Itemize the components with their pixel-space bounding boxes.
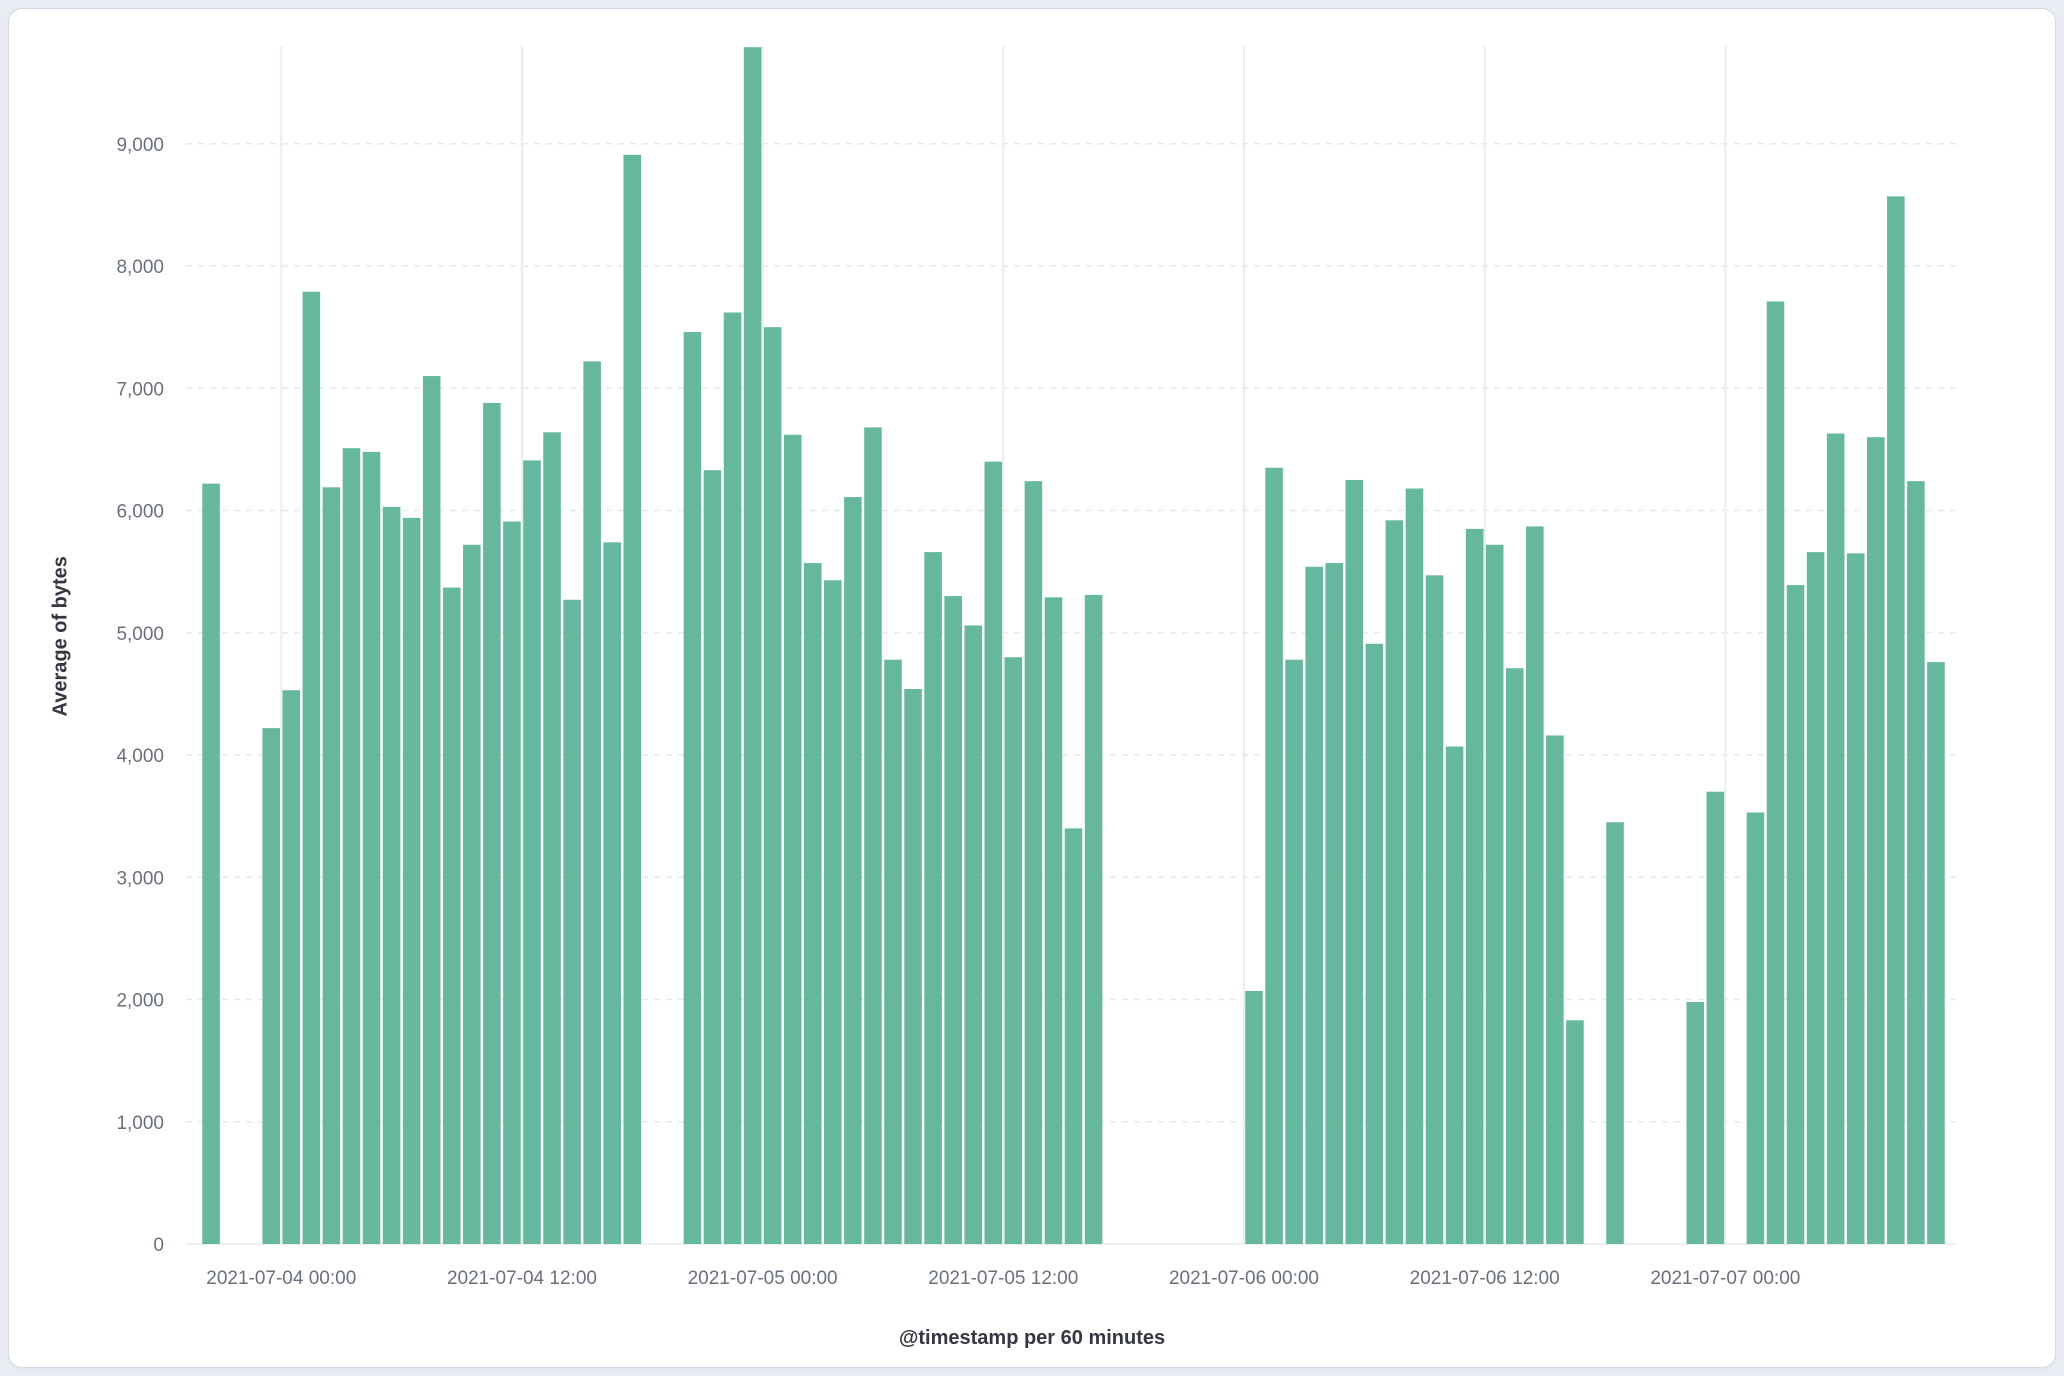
y-tick-label: 9,000 [116, 135, 164, 156]
x-tick-label: 2021-07-04 12:00 [447, 1268, 597, 1289]
bar-chart-plot: 0 1,000 2,000 3,000 4,000 5,000 6,000 7,000 8,00… [116, 46, 1956, 1289]
bar[interactable] [202, 483, 220, 1245]
bar[interactable] [1084, 594, 1103, 1244]
bar[interactable] [723, 312, 742, 1244]
bar[interactable] [743, 47, 762, 1245]
bar[interactable] [1566, 1020, 1584, 1244]
bar[interactable] [1806, 552, 1825, 1244]
bar[interactable] [322, 487, 341, 1244]
bar[interactable] [483, 402, 501, 1245]
bar[interactable] [1345, 479, 1364, 1245]
y-tick-label: 4,000 [116, 746, 164, 767]
bar[interactable] [1505, 668, 1524, 1244]
bar[interactable] [583, 361, 601, 1244]
x-tick-label: 2021-07-06 12:00 [1410, 1268, 1560, 1289]
bar[interactable] [282, 690, 301, 1244]
bar[interactable] [1044, 597, 1063, 1244]
bar[interactable] [1686, 1001, 1705, 1244]
bar[interactable] [463, 544, 481, 1244]
bar[interactable] [402, 517, 421, 1244]
bar[interactable] [563, 599, 581, 1244]
bar[interactable] [382, 506, 401, 1244]
bar[interactable] [1465, 528, 1484, 1244]
x-tick-label: 2021-07-07 00:00 [1650, 1268, 1800, 1289]
bar[interactable] [1365, 643, 1384, 1244]
y-tick-label: 3,000 [116, 868, 164, 889]
bar[interactable] [944, 596, 962, 1244]
bar[interactable] [763, 327, 782, 1244]
x-tick-label: 2021-07-05 00:00 [688, 1268, 838, 1289]
bar[interactable] [703, 470, 722, 1244]
bar[interactable] [623, 154, 642, 1244]
chart-card: 0 1,000 2,000 3,000 4,000 5,000 6,000 7,000 8,00… [8, 8, 2056, 1368]
bar[interactable] [503, 521, 521, 1244]
bar[interactable] [1004, 657, 1023, 1244]
y-tick-label: 5,000 [116, 624, 164, 645]
bar[interactable] [1245, 990, 1263, 1244]
bar[interactable] [422, 376, 441, 1244]
bar[interactable] [302, 291, 321, 1244]
bar[interactable] [262, 728, 281, 1244]
bar[interactable] [864, 427, 882, 1245]
bar[interactable] [783, 434, 802, 1244]
y-tick-label: 7,000 [116, 379, 164, 400]
y-tick-label: 6,000 [116, 502, 164, 523]
bar[interactable] [1746, 812, 1765, 1244]
bar[interactable] [964, 625, 983, 1244]
y-axis-title: Average of bytes [49, 556, 72, 717]
bar[interactable] [1265, 467, 1283, 1245]
bar[interactable] [844, 497, 862, 1244]
bar[interactable] [1485, 544, 1504, 1244]
bar[interactable] [1866, 437, 1885, 1244]
x-tick-label: 2021-07-04 00:00 [206, 1268, 356, 1289]
y-tick-label: 8,000 [116, 257, 164, 278]
bar[interactable] [1526, 526, 1544, 1244]
bar[interactable] [904, 689, 922, 1244]
x-tick-label: 2021-07-05 12:00 [928, 1268, 1078, 1289]
bar[interactable] [1445, 746, 1464, 1244]
bar[interactable] [1425, 575, 1444, 1244]
bar[interactable] [523, 460, 541, 1244]
bar[interactable] [362, 451, 381, 1245]
bar[interactable] [1285, 659, 1303, 1244]
bar[interactable] [1546, 735, 1564, 1244]
bar[interactable] [1064, 828, 1083, 1244]
bar[interactable] [924, 552, 942, 1244]
bar[interactable] [884, 659, 902, 1244]
bar[interactable] [1606, 822, 1624, 1244]
x-tick-label: 2021-07-06 00:00 [1169, 1268, 1319, 1289]
bar[interactable] [1826, 433, 1845, 1244]
bar[interactable] [683, 332, 702, 1244]
bar[interactable] [603, 542, 621, 1244]
bar[interactable] [1305, 566, 1323, 1244]
y-tick-label: 1,000 [116, 1113, 164, 1134]
bar[interactable] [1405, 488, 1424, 1245]
bar[interactable] [1846, 553, 1865, 1244]
bar[interactable] [984, 461, 1003, 1244]
y-tick-label: 2,000 [116, 991, 164, 1012]
bar[interactable] [543, 432, 561, 1244]
bar[interactable] [803, 563, 822, 1244]
y-tick-label: 0 [153, 1235, 164, 1256]
bar[interactable] [1325, 563, 1344, 1244]
bar[interactable] [1385, 520, 1404, 1244]
bar[interactable] [1907, 481, 1925, 1244]
x-axis-title: @timestamp per 60 minutes [898, 1327, 1166, 1349]
bar[interactable] [1766, 301, 1785, 1245]
bar[interactable] [442, 587, 461, 1244]
bar[interactable] [1927, 662, 1945, 1244]
bar[interactable] [1786, 585, 1805, 1244]
bar[interactable] [1706, 791, 1725, 1244]
bar[interactable] [824, 580, 842, 1244]
bar[interactable] [1024, 481, 1043, 1244]
bar[interactable] [342, 448, 361, 1245]
bar[interactable] [1887, 196, 1905, 1245]
